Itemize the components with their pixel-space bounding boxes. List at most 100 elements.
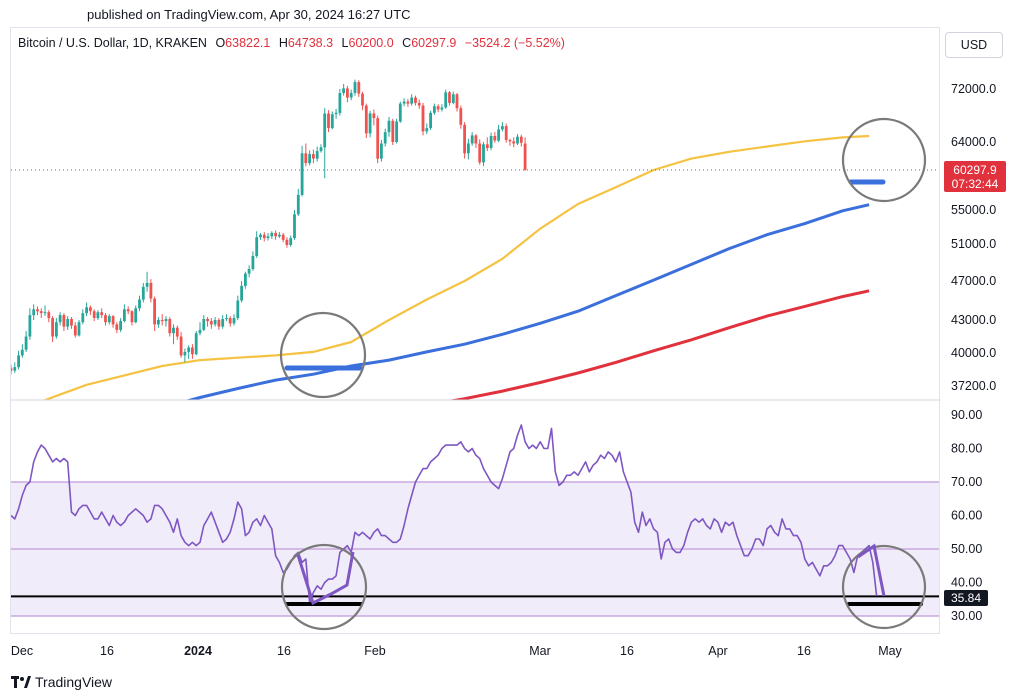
candle-body [391,120,395,142]
candle [278,232,281,239]
candle-body [43,312,47,314]
candle [323,108,327,179]
price-legend: Bitcoin / U.S. Dollar, 1D, KRAKEN O63822… [18,36,565,50]
candle [444,89,448,109]
candle-body [289,238,293,245]
candle [376,115,380,164]
candle-body [293,214,296,239]
last-price-tag: 60297.9 07:32:44 [944,161,1006,192]
candle [523,137,527,171]
candle-body [315,151,319,159]
candle [485,137,489,152]
candle [66,316,70,330]
candle [209,318,213,329]
rsi-emphasis-stroke [857,543,886,597]
rsi-tick-label: 90.00 [951,408,982,422]
candle [285,237,289,248]
annotation-circle [841,544,927,630]
candle [183,348,187,363]
candle-body [349,93,353,98]
legend-high-label: H [278,36,288,50]
price-axis: 72000.0 64000.0 55000.0 51000.0 47000.0 43000… [951,82,996,623]
candle [236,295,240,320]
candle-body [111,316,115,325]
candle [433,103,436,115]
candle-body [387,120,391,133]
candle [383,128,387,147]
legend-low: 60200.0 [348,36,394,50]
candle-body [372,113,376,119]
candle-body [81,313,85,323]
candle-body [467,143,470,154]
candle [213,317,217,327]
legend-open-label: O [215,36,226,50]
tradingview-logo[interactable]: TradingView [11,674,112,690]
candle-body [485,144,489,149]
candle [372,109,376,126]
candle-body [251,256,255,269]
candle-body [300,153,304,195]
candle-body [183,351,187,356]
candle-body [470,135,474,144]
candle-body [433,106,436,113]
candle-body [179,336,183,356]
candle-body [444,92,448,108]
candle [175,325,179,340]
rsi-tick-label: 80.00 [951,442,982,456]
candle-body [141,286,145,300]
candle [342,84,345,96]
candle-body [474,135,478,144]
candle [406,98,410,107]
candle [141,282,145,303]
candle-body [96,312,100,319]
annotation-circle [280,543,368,631]
candle [206,317,209,327]
candle-body [62,315,66,327]
candle-body [497,129,500,141]
candle [459,105,463,129]
candle-body [504,126,508,140]
candle-body [89,307,92,312]
moving-average-line [184,203,870,400]
candle-body [55,322,58,337]
price-plot-area [11,79,939,400]
currency-button[interactable]: USD [945,32,1003,58]
candle-body [312,154,315,159]
candle-body [175,327,179,337]
candle-body [17,355,20,368]
candle [20,344,24,358]
candle-body [58,315,62,323]
legend-low-label: L [341,36,349,50]
legend-close-label: C [402,36,412,50]
candle [364,103,368,139]
candle [478,139,482,165]
candle-body [47,312,51,319]
candle [70,317,73,329]
candle-body [164,319,168,322]
candle-body [244,273,247,286]
candle [353,79,357,96]
candle [308,150,311,166]
candle-body [134,308,138,323]
time-tick-label: 16 [620,644,634,658]
candle-body [455,94,459,109]
candle [501,122,504,132]
candle [130,310,134,326]
candle-body [406,101,410,104]
candle [361,91,364,111]
candle [153,296,156,331]
candle [172,324,175,345]
tradingview-logo-icon [11,676,31,688]
candle [179,332,183,358]
candle-body [107,316,111,323]
moving-average-line [447,289,870,400]
legend-change: −3524.2 (−5.52%) [464,36,565,50]
candle [315,146,319,162]
candle-body [364,105,368,134]
candle-body [66,319,70,327]
candle-body [304,153,308,164]
candle [391,118,395,146]
candle [73,322,77,338]
candle [107,314,111,325]
